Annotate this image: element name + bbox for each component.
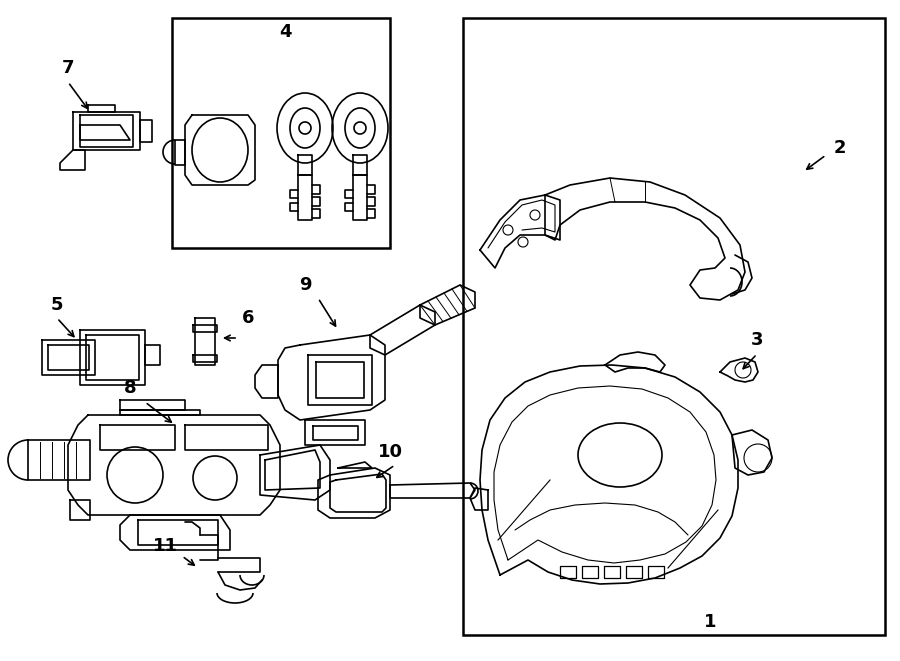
Text: 2: 2 <box>833 139 846 157</box>
Text: 8: 8 <box>123 379 136 397</box>
Bar <box>463 18 885 635</box>
Text: 9: 9 <box>299 276 311 294</box>
Text: 6: 6 <box>242 309 254 327</box>
Bar <box>172 18 390 248</box>
Text: 5: 5 <box>50 296 63 314</box>
Text: 1: 1 <box>704 613 716 631</box>
Text: 4: 4 <box>279 23 292 41</box>
Text: 11: 11 <box>152 537 177 555</box>
Text: 3: 3 <box>751 331 763 349</box>
Text: 10: 10 <box>377 443 402 461</box>
Text: 7: 7 <box>62 59 74 77</box>
